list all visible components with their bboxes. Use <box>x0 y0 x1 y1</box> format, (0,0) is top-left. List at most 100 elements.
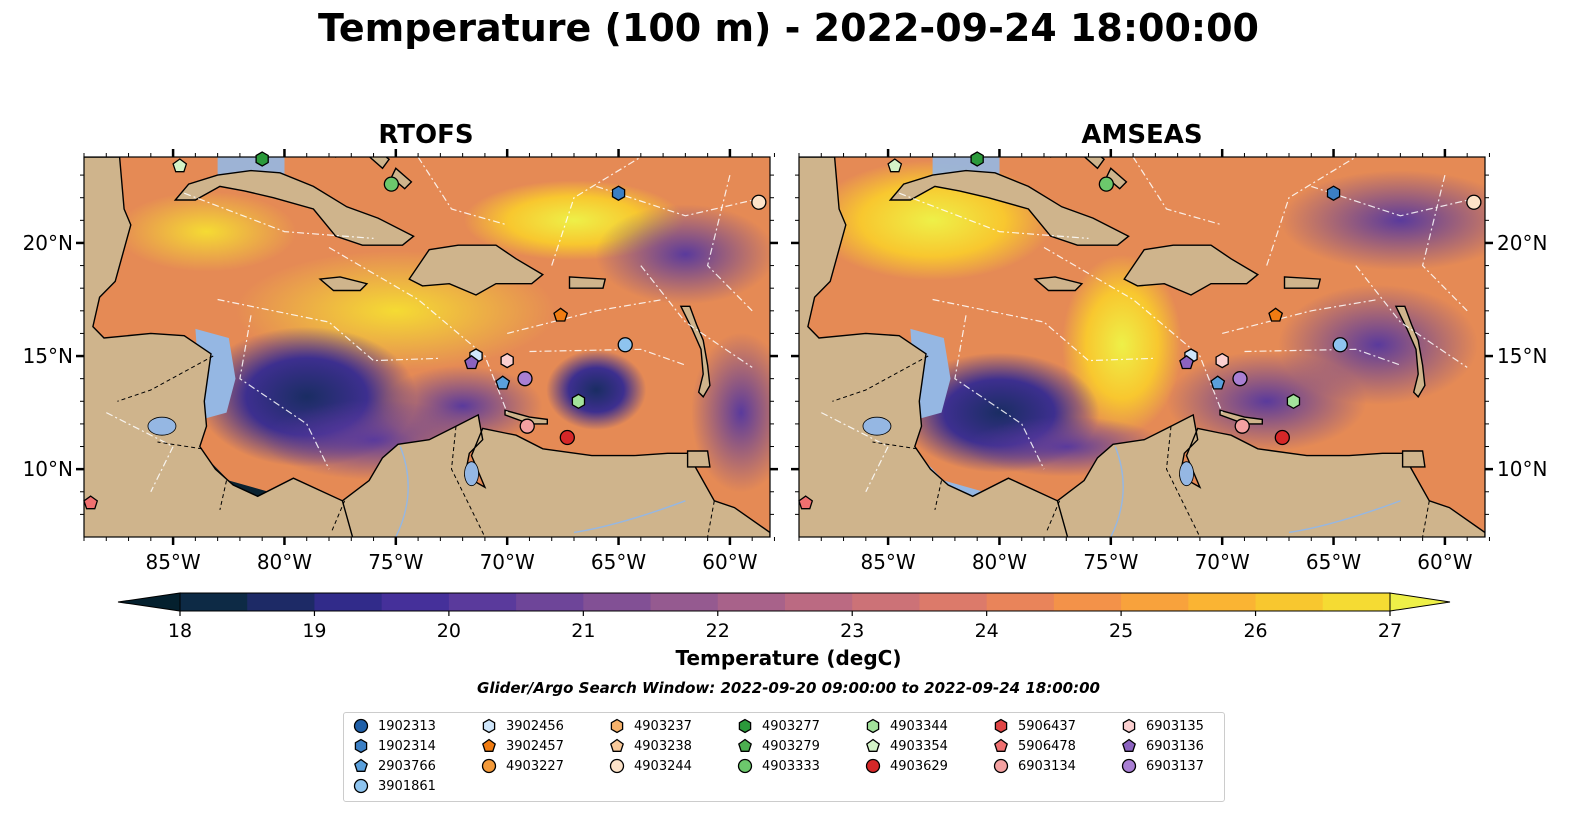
land-bahamas1 <box>1049 157 1052 159</box>
legend-label: 4903279 <box>762 738 820 754</box>
float-marker-3902457 <box>1268 307 1284 322</box>
legend-item-3901861: 3901861 <box>352 777 436 795</box>
longitude-tick-label: 60°W <box>702 550 757 574</box>
legend-marker-4903244 <box>609 758 625 774</box>
land-hispaniola <box>408 244 545 296</box>
land-abc <box>504 409 548 425</box>
float-marker-1902314 <box>611 185 626 201</box>
eez-boundary <box>328 246 508 413</box>
legend-label: 6903134 <box>1018 758 1076 774</box>
figure-title: Temperature (100 m) - 2022-09-24 18:00:0… <box>317 6 1259 50</box>
colorbar-segment <box>381 593 450 611</box>
country-border <box>330 500 346 533</box>
eez-boundary <box>1421 174 1468 312</box>
legend-item-3902456: 3902456 <box>480 717 564 735</box>
colorbar-segment <box>516 593 584 611</box>
legend-label: 4903227 <box>506 758 564 774</box>
float-marker-4903244 <box>1466 194 1482 210</box>
float-marker-4903277 <box>970 151 984 167</box>
temperature-blob <box>691 332 770 493</box>
float-marker-6903136 <box>464 354 479 370</box>
eez-boundary <box>529 348 686 366</box>
circle-icon <box>993 758 1009 774</box>
legend-label: 1902313 <box>378 718 436 734</box>
legend-marker-5906478 <box>994 738 1008 752</box>
float-marker-6903135 <box>500 352 514 369</box>
legend-marker-1902314 <box>354 738 368 754</box>
legend-marker-6903136 <box>1122 738 1136 752</box>
land-trinidad <box>686 450 711 468</box>
temperature-blob <box>1061 254 1182 435</box>
legend-item-1902313: 1902313 <box>352 717 436 735</box>
legend-label: 4903277 <box>762 718 820 734</box>
colorbar-segment <box>1121 593 1189 611</box>
circle-icon <box>353 718 369 734</box>
float-marker-2903766 <box>1210 375 1226 390</box>
colorbar-tick-label: 20 <box>437 620 461 642</box>
longitude-tick-label: 65°W <box>591 550 646 574</box>
circle-icon <box>1121 758 1137 774</box>
legend-label: 4903344 <box>890 718 948 734</box>
legend-item-3902457: 3902457 <box>480 737 564 755</box>
lake-maracaibo <box>1179 461 1194 487</box>
colorbar-frame <box>179 592 1391 612</box>
eez-boundary <box>596 185 764 217</box>
colorbar-segment <box>180 593 248 611</box>
eez-boundary <box>1355 265 1468 368</box>
map-frame <box>798 156 1486 538</box>
temperature-blob <box>116 191 297 272</box>
eez-boundary <box>239 315 330 470</box>
hexagon-icon <box>1122 718 1136 734</box>
legend-label: 3902457 <box>506 738 564 754</box>
colorbar-segment <box>717 593 786 611</box>
float-marker-6903135 <box>1215 352 1229 369</box>
land-puertorico <box>568 276 607 289</box>
float-marker-4903629 <box>1274 429 1290 446</box>
legend-marker-4903333 <box>737 758 753 774</box>
colorbar-tick-label: 23 <box>840 620 864 642</box>
legend-item-2903766: 2903766 <box>352 757 436 775</box>
legend-item-4903237: 4903237 <box>608 717 692 735</box>
eez-boundary <box>183 192 374 239</box>
river <box>395 446 409 537</box>
country-border <box>934 480 942 511</box>
float-marker-3901861 <box>1332 337 1348 353</box>
longitude-tick-label: 60°W <box>1417 550 1472 574</box>
legend-label: 6903136 <box>1146 738 1204 754</box>
colorbar-segment <box>785 593 853 611</box>
float-marker-1902314 <box>1326 185 1341 201</box>
legend-marker-4903279 <box>738 738 752 752</box>
eez-boundary <box>932 298 1156 362</box>
eez-boundary <box>1266 157 1357 266</box>
float-marker-6903134 <box>519 418 535 434</box>
circle-icon <box>865 758 881 774</box>
colorbar-segment <box>314 593 383 611</box>
float-marker-3901861 <box>617 337 633 353</box>
float-marker-5906478 <box>798 495 814 510</box>
legend-marker-4903237 <box>610 718 624 734</box>
temperature-blob <box>1278 284 1479 405</box>
legend-marker-4903238 <box>610 738 624 752</box>
legend-label: 3901861 <box>378 778 436 794</box>
colorbar-segment <box>852 593 920 611</box>
country-border <box>872 441 918 450</box>
float-marker-6903137 <box>517 371 533 387</box>
hexagon-icon <box>354 738 368 754</box>
colorbar-segment <box>1188 593 1257 611</box>
float-legend: 1902313 1902314 2903766 3901861 3902456 39024… <box>343 712 1225 802</box>
temperature-blob <box>1280 170 1485 271</box>
colorbar-label: Temperature (degC) <box>675 646 902 670</box>
country-border <box>219 480 227 511</box>
land-southamerica <box>341 413 770 537</box>
float-marker-4903344 <box>1286 393 1301 410</box>
legend-marker-3901861 <box>353 778 369 794</box>
legend-marker-4903344 <box>866 718 880 734</box>
country-border <box>157 441 203 450</box>
panel-title-rtofs: RTOFS <box>378 120 474 150</box>
eez-boundary <box>640 265 753 368</box>
pentagon-icon <box>354 758 368 772</box>
colorbar-tick-label: 27 <box>1378 620 1402 642</box>
country-border <box>832 355 929 402</box>
legend-item-6903136: 6903136 <box>1120 737 1204 755</box>
